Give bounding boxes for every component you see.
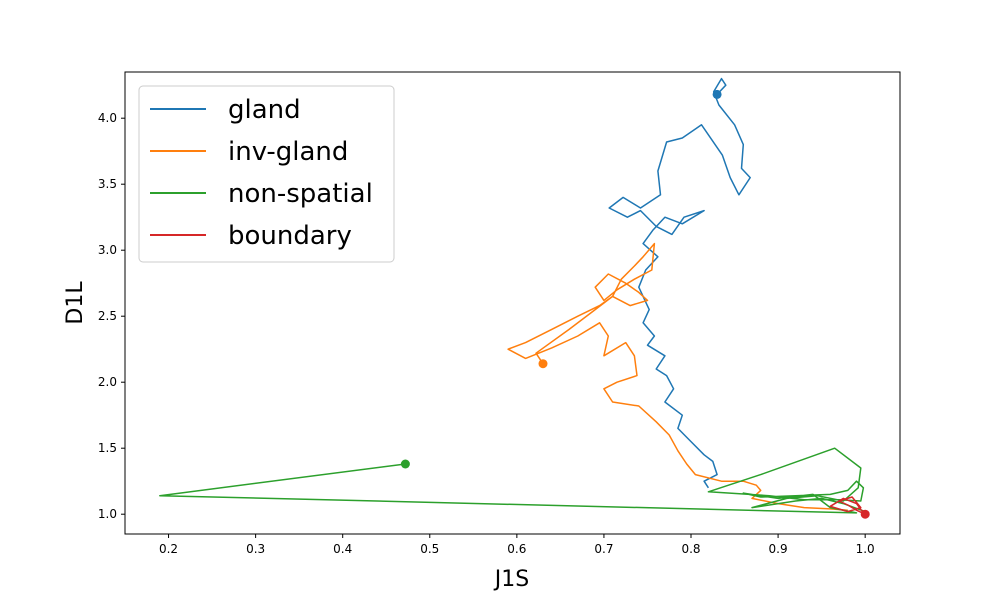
- x-tick-label: 0.5: [420, 542, 439, 556]
- y-axis: 1.0 1.5 2.0 2.5 3.0 3.5 4.0: [98, 111, 125, 521]
- y-tick-label: 3.0: [98, 243, 117, 257]
- y-tick-label: 4.0: [98, 111, 117, 125]
- x-tick-label: 0.8: [681, 542, 700, 556]
- x-axis-title: J1S: [493, 567, 529, 592]
- y-tick-label: 2.5: [98, 309, 117, 323]
- x-tick-label: 0.6: [507, 542, 526, 556]
- y-tick-label: 1.5: [98, 441, 117, 455]
- legend-label-boundary: boundary: [228, 221, 352, 251]
- legend-label-non-spatial: non-spatial: [228, 179, 373, 209]
- series-line-boundary: [829, 496, 866, 515]
- start-marker-gland: [712, 89, 722, 99]
- legend-label-inv-gland: inv-gland: [228, 137, 348, 167]
- y-axis-title: D1L: [63, 281, 88, 325]
- y-tick-label: 1.0: [98, 507, 117, 521]
- legend-box: [138, 85, 395, 263]
- start-marker-non-spatial: [400, 459, 410, 469]
- plot-frame: [124, 71, 901, 535]
- legend-label-gland: gland: [228, 95, 301, 125]
- x-tick-label: 1.0: [856, 542, 875, 556]
- x-axis: 0.2 0.3 0.4 0.5 0.6 0.7 0.8 0.9 1.0: [159, 534, 875, 556]
- series-line-inv-gland: [507, 242, 848, 511]
- x-tick-label: 0.2: [159, 542, 178, 556]
- y-tick-label: 3.5: [98, 177, 117, 191]
- series-line-gland: [608, 77, 751, 489]
- legend: gland inv-gland non-spatial boundary: [138, 85, 395, 263]
- x-tick-label: 0.7: [594, 542, 613, 556]
- start-marker-boundary: [860, 509, 870, 519]
- x-tick-label: 0.9: [769, 542, 788, 556]
- y-tick-label: 2.0: [98, 375, 117, 389]
- x-tick-label: 0.4: [333, 542, 352, 556]
- series-line-non-spatial: [159, 447, 866, 514]
- start-markers: [400, 89, 870, 519]
- series-layer: [159, 77, 866, 515]
- start-marker-inv-gland: [538, 359, 548, 369]
- x-tick-label: 0.3: [246, 542, 265, 556]
